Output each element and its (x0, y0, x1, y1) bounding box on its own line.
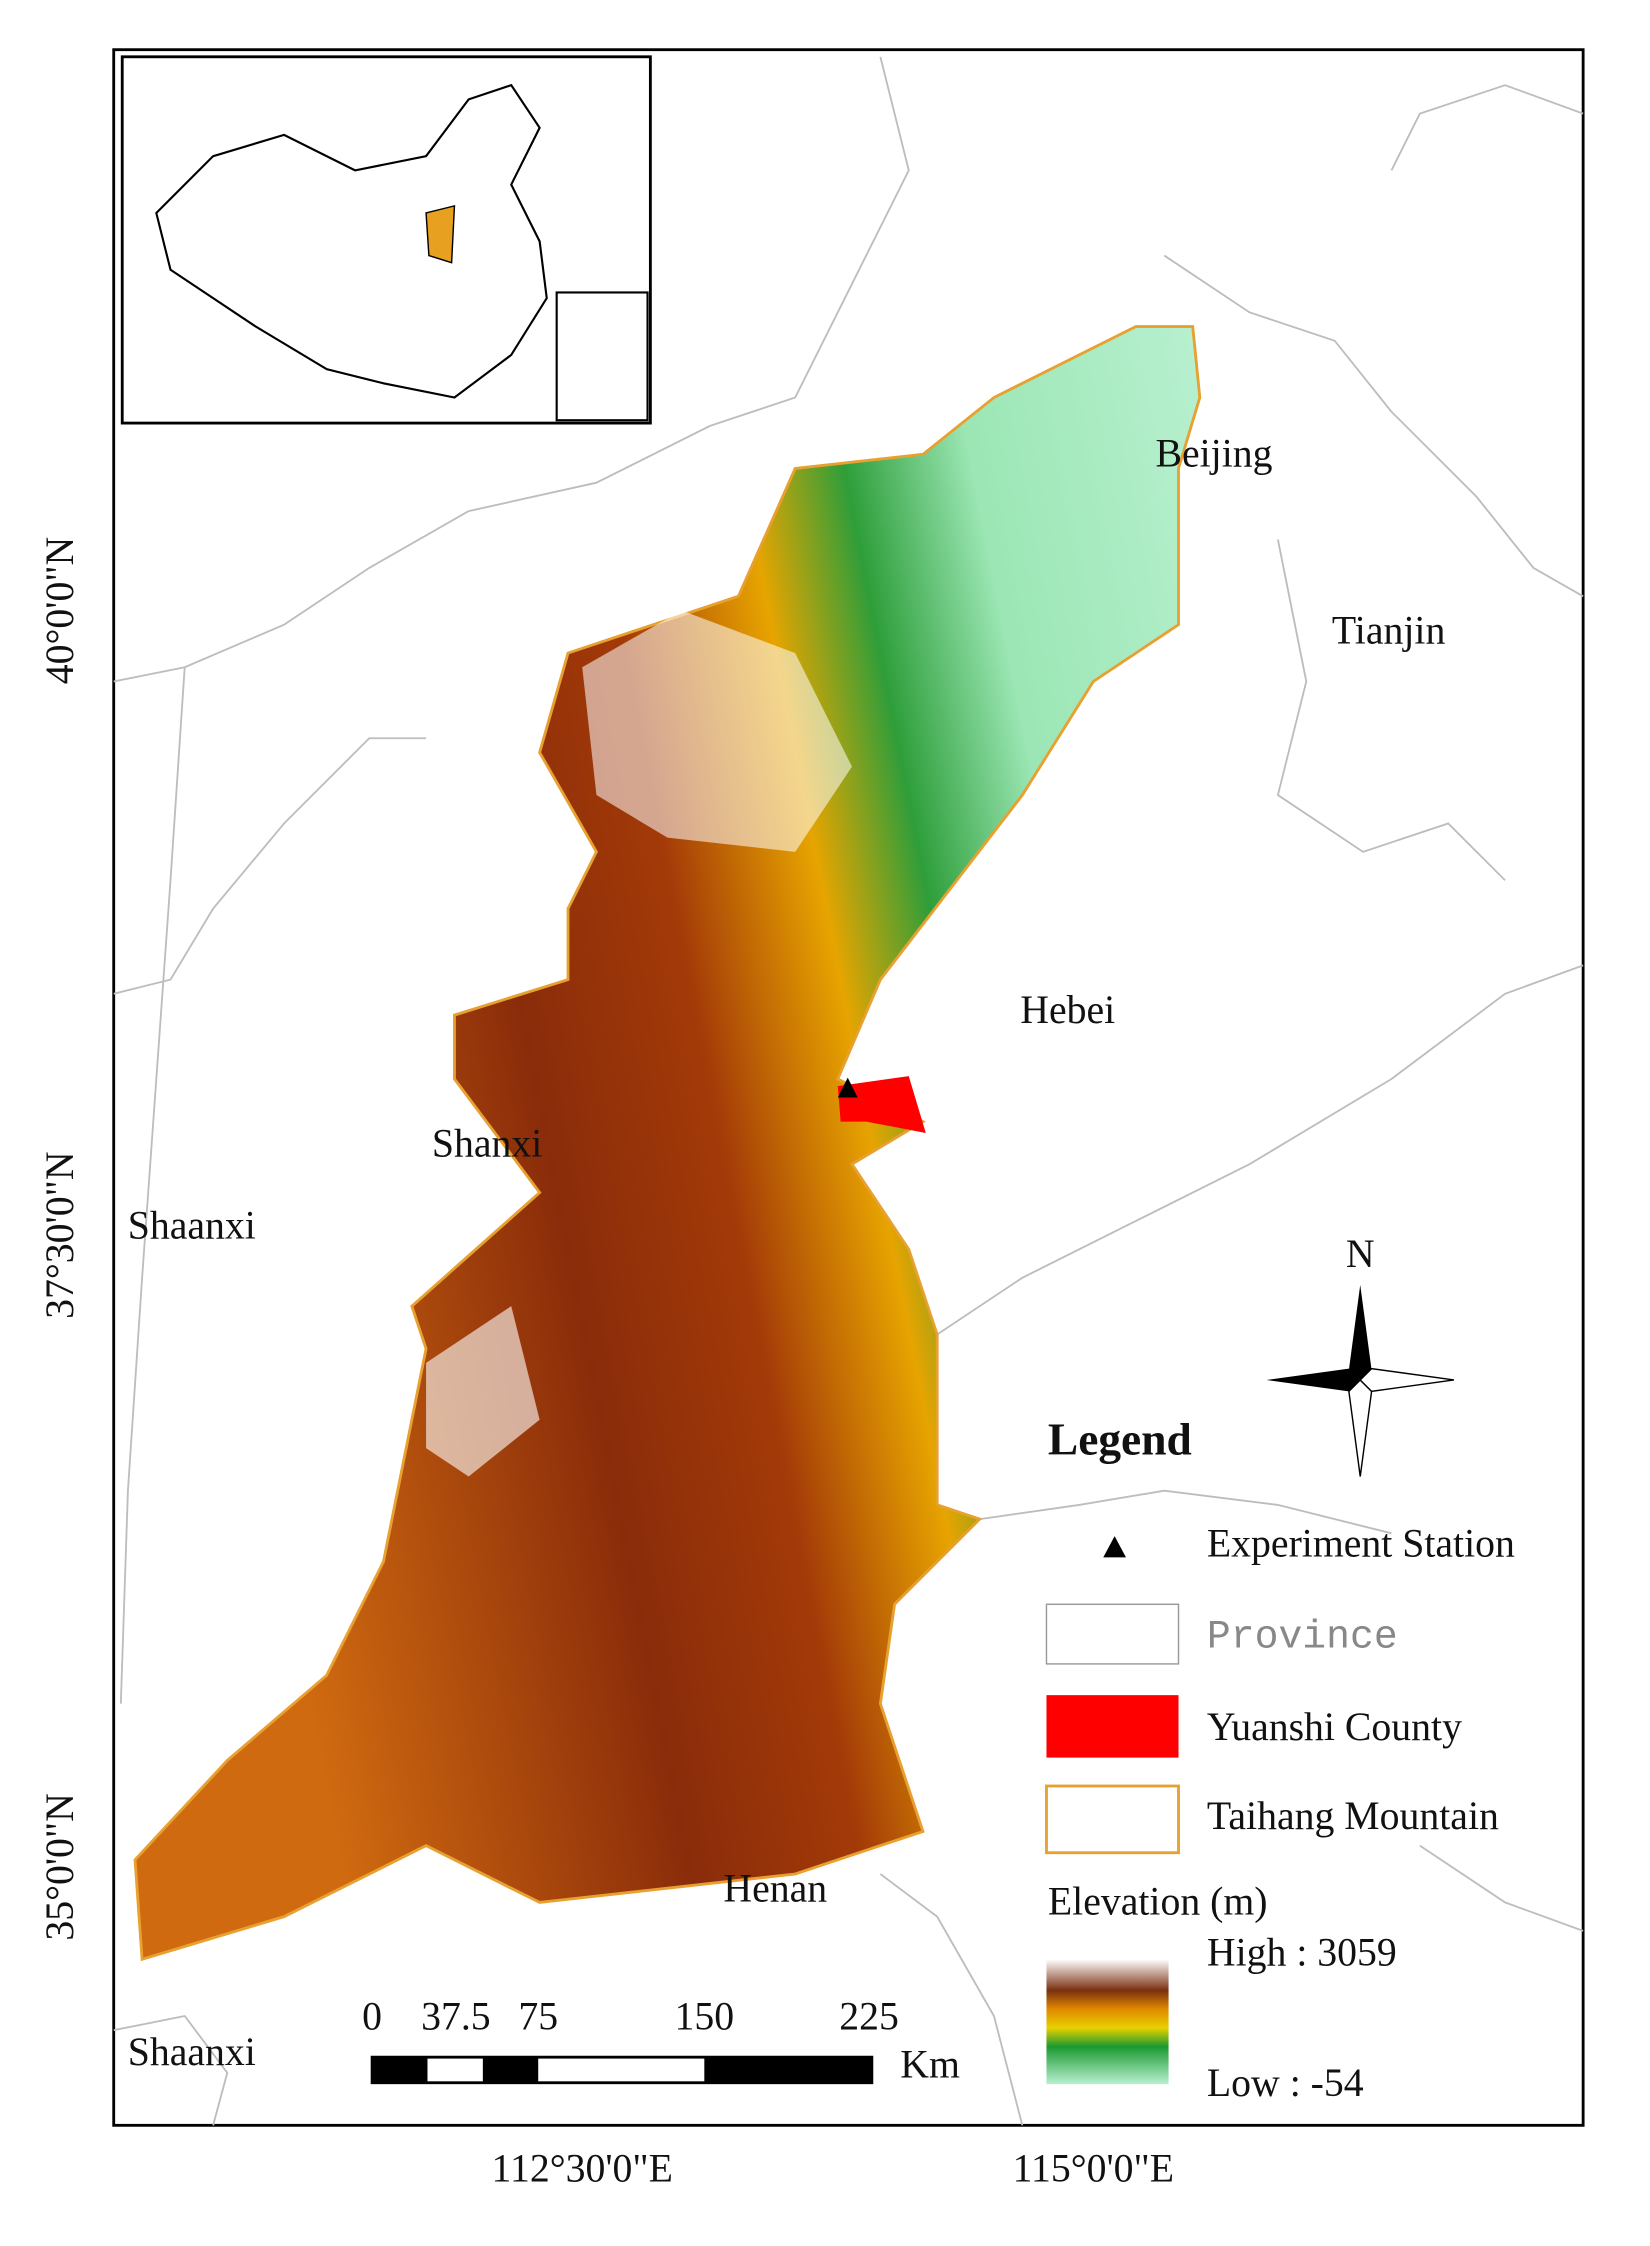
place-label: Tianjin (1332, 609, 1446, 653)
legend-symbol (1045, 1784, 1180, 1855)
elevation-low: Low : -54 (1207, 2061, 1364, 2105)
scale-label: 225 (839, 1994, 899, 2038)
place-label: Hebei (1020, 988, 1115, 1032)
scale-label: 0 (362, 1994, 382, 2038)
longitude-label: 112°30'0"E (492, 2146, 673, 2190)
place-label: Shaanxi (128, 2030, 256, 2074)
legend-label: Province (1207, 1614, 1398, 1659)
legend-title: Legend (1048, 1414, 1192, 1464)
legend-symbol (1046, 1695, 1179, 1758)
place-label: Henan (723, 1867, 827, 1911)
legend-label: Yuanshi County (1207, 1705, 1462, 1749)
legend-label: Taihang Mountain (1207, 1794, 1499, 1838)
elevation-high: High : 3059 (1207, 1931, 1397, 1975)
place-label: Shanxi (432, 1121, 542, 1165)
scale-label: 37.5 (421, 1994, 491, 2038)
north-arrow (1266, 1284, 1455, 1477)
taihang-mountain (133, 325, 1202, 1962)
scale-bar: 0 37.5 75 150 225 Km (362, 1994, 960, 2086)
scale-label: 150 (675, 1994, 735, 2038)
high-peaks (582, 610, 852, 852)
place-label: Shaanxi (128, 1204, 256, 1248)
legend: Legend Experiment Station Province Yuans… (1045, 1414, 1515, 2105)
latitude-label: 40°0'0"N (38, 537, 82, 685)
experiment-station (837, 1077, 858, 1098)
legend-symbol (1103, 1536, 1126, 1558)
inset-map (120, 55, 652, 425)
high-peaks (426, 1306, 540, 1477)
legend-label: Experiment Station (1207, 1522, 1515, 1566)
place-label: Beijing (1155, 431, 1272, 475)
latitude-label: 35°0'0"N (38, 1793, 82, 1940)
elevation-ramp (1046, 1959, 1169, 2085)
elevation-title: Elevation (m) (1048, 1879, 1268, 1923)
longitude-label: 115°0'0"E (1013, 2146, 1174, 2190)
scale-label: 75 (518, 1994, 558, 2038)
scale-unit: Km (900, 2043, 960, 2087)
north-label: N (1346, 1232, 1375, 1276)
yuanshi-county (837, 1076, 926, 1133)
latitude-label: 37°30'0"N (38, 1151, 82, 1318)
legend-symbol (1045, 1603, 1180, 1665)
province-boundaries (113, 56, 1584, 2126)
